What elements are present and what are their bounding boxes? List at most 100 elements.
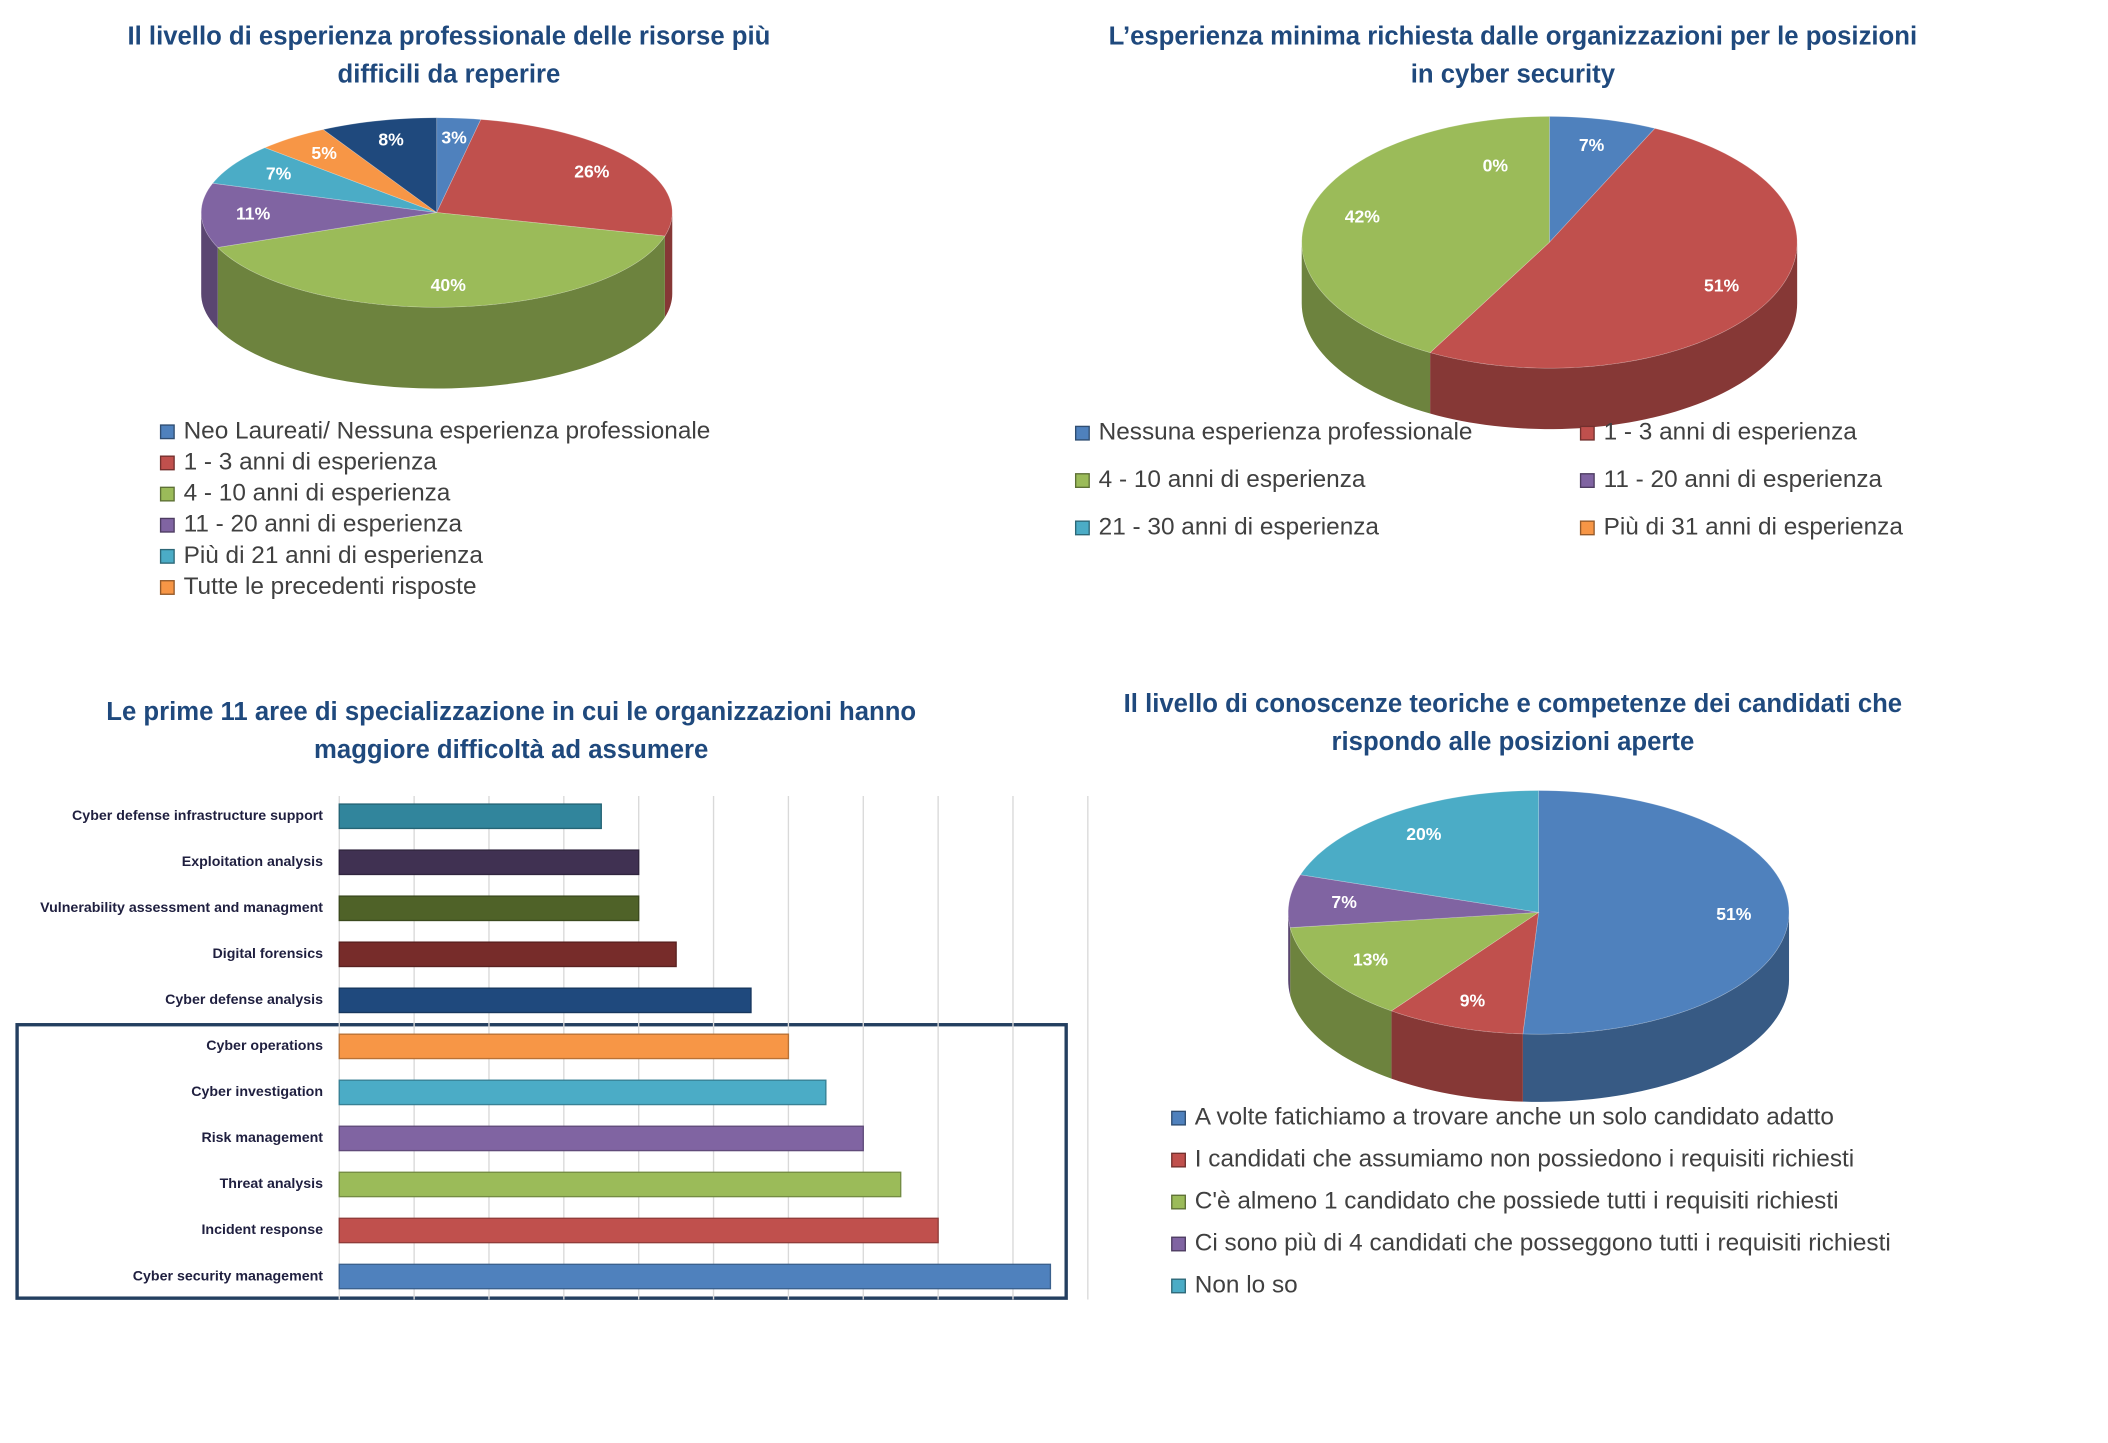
slice <box>264 129 437 213</box>
legend-label: 4 - 10 anni di esperienza <box>184 480 451 507</box>
legend-swatch <box>1171 1236 1186 1252</box>
legend-swatch <box>1579 520 1595 536</box>
bar <box>338 1263 1052 1290</box>
slice-side <box>1430 242 1798 430</box>
bar <box>338 1079 827 1106</box>
slice-label: 0% <box>1483 155 1509 175</box>
legend-label: Nessuna esperienza professionale <box>1099 419 1473 446</box>
bar <box>338 1125 864 1152</box>
bar <box>338 803 602 830</box>
category-label: Exploitation analysis <box>182 854 323 870</box>
category-label: Incident response <box>201 1222 323 1238</box>
slice <box>1301 116 1550 354</box>
bar <box>338 1217 939 1244</box>
slice <box>1289 911 1540 1012</box>
slice-label: 42% <box>1345 207 1381 227</box>
slice-label: 11% <box>236 203 271 223</box>
slice-label: 13% <box>1353 949 1389 969</box>
legend-swatch <box>1579 473 1595 488</box>
slice-label: 51% <box>1716 904 1752 924</box>
slice-label: 7% <box>1331 892 1357 912</box>
chart-title: in cyber security <box>1411 61 1616 89</box>
category-label: Cyber investigation <box>191 1084 323 1100</box>
legend-swatch <box>1074 473 1090 488</box>
chart-title: Il livello di conoscenze teoriche e comp… <box>1124 690 1902 718</box>
bar <box>338 1033 790 1060</box>
slice <box>1287 874 1539 928</box>
slice <box>1299 790 1539 913</box>
slice-label: 8% <box>378 130 404 150</box>
slice <box>1429 128 1798 369</box>
legend-label: Più di 31 anni di esperienza <box>1604 513 1904 540</box>
slice <box>212 147 437 213</box>
legend-label: Neo Laureati/ Nessuna esperienza profess… <box>184 417 711 444</box>
legend-label: Non lo so <box>1195 1271 1298 1298</box>
chart-title: rispondo alle posizioni aperte <box>1332 728 1695 756</box>
slice-side <box>664 212 673 318</box>
legend-label: Ci sono più di 4 candidati che posseggon… <box>1195 1229 1891 1256</box>
slice-label: 20% <box>1406 824 1442 844</box>
legend-label: 1 - 3 anni di esperienza <box>184 448 438 475</box>
bar <box>338 895 640 922</box>
legend-swatch <box>159 517 175 533</box>
chart-title: maggiore difficoltà ad assumere <box>314 736 708 764</box>
slice-side <box>201 212 218 329</box>
legend-label: C'è almeno 1 candidato che possiede tutt… <box>1195 1187 1839 1214</box>
legend-label: 11 - 20 anni di esperienza <box>1604 466 1883 493</box>
legend-swatch <box>1171 1152 1186 1168</box>
slice-side <box>1301 242 1431 414</box>
slice-label: 7% <box>1579 135 1605 155</box>
chart-title: difficili da reperire <box>337 61 560 89</box>
legend-swatch <box>159 580 175 595</box>
legend-label: 4 - 10 anni di esperienza <box>1099 466 1366 493</box>
slice <box>200 182 437 248</box>
legend-swatch <box>159 486 175 502</box>
chart-title: L’esperienza minima richiesta dalle orga… <box>1109 23 1917 51</box>
legend-swatch <box>1074 520 1090 536</box>
bar <box>338 941 677 968</box>
slice <box>1549 116 1656 244</box>
slice <box>1522 790 1790 1035</box>
slice <box>436 117 482 213</box>
chart-title: Il livello di esperienza professionale d… <box>128 23 771 51</box>
legend-label: 11 - 20 anni di esperienza <box>184 511 463 538</box>
legend-swatch <box>159 424 175 440</box>
category-label: Cyber security management <box>133 1268 324 1284</box>
category-label: Cyber operations <box>206 1038 323 1054</box>
bar <box>338 987 752 1014</box>
category-label: Vulnerability assessment and managment <box>40 900 323 916</box>
legend-swatch <box>1579 425 1595 441</box>
slice-side <box>1290 927 1392 1079</box>
legend-swatch <box>1171 1278 1186 1294</box>
legend-swatch <box>1171 1110 1186 1126</box>
bar <box>338 1171 902 1198</box>
legend-label: 21 - 30 anni di esperienza <box>1099 513 1380 540</box>
highlight-frame <box>15 1023 1068 1300</box>
legend-swatch <box>159 455 175 471</box>
bar <box>338 849 640 876</box>
category-label: Threat analysis <box>220 1176 324 1192</box>
slice <box>217 212 666 308</box>
category-label: Risk management <box>201 1130 323 1146</box>
legend-label: I candidati che assumiamo non possiedono… <box>1195 1146 1854 1173</box>
slice-side <box>1288 912 1291 996</box>
legend-swatch <box>159 548 175 564</box>
slice-label: 5% <box>311 143 337 163</box>
legend-label: Più di 21 anni di esperienza <box>184 542 484 569</box>
legend-label: Tutte le precedenti risposte <box>184 573 477 600</box>
legend-label: A volte fatichiamo a trovare anche un so… <box>1195 1104 1834 1131</box>
category-label: Cyber defense infrastructure support <box>72 808 323 824</box>
slice-label: 9% <box>1460 990 1486 1010</box>
legend-swatch <box>1074 425 1090 441</box>
category-label: Digital forensics <box>213 946 324 962</box>
slice-side <box>1522 912 1790 1102</box>
slice-label: 7% <box>266 164 292 184</box>
slice-side <box>217 236 665 389</box>
slice <box>1390 911 1540 1035</box>
slice <box>436 119 673 237</box>
slice-label: 3% <box>441 128 467 148</box>
slice-label: 51% <box>1704 276 1740 296</box>
category-label: Cyber defense analysis <box>165 992 323 1008</box>
slice-side <box>1391 1010 1523 1102</box>
